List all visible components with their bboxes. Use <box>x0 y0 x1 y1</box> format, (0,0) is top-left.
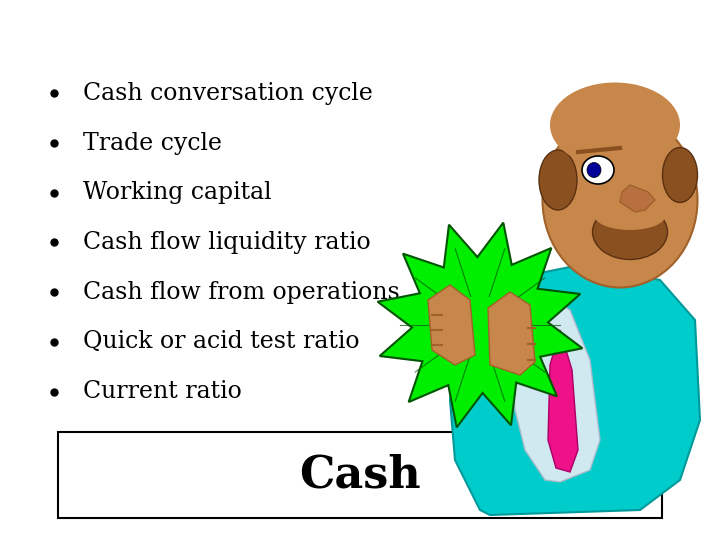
Polygon shape <box>450 265 700 515</box>
Text: Quick or acid test ratio: Quick or acid test ratio <box>83 330 359 353</box>
Text: Cash flow from operations: Cash flow from operations <box>83 281 400 303</box>
Ellipse shape <box>582 156 614 184</box>
Ellipse shape <box>662 147 698 202</box>
Polygon shape <box>428 285 475 365</box>
Bar <box>590 215 645 275</box>
Ellipse shape <box>539 150 577 210</box>
Ellipse shape <box>542 112 698 287</box>
Text: Current ratio: Current ratio <box>83 380 241 403</box>
Polygon shape <box>510 295 600 482</box>
Text: Cash conversation cycle: Cash conversation cycle <box>83 82 373 105</box>
Text: Working capital: Working capital <box>83 181 271 204</box>
Polygon shape <box>620 185 655 212</box>
Text: Cash flow liquidity ratio: Cash flow liquidity ratio <box>83 231 370 254</box>
Ellipse shape <box>594 200 666 230</box>
Polygon shape <box>488 292 535 375</box>
Polygon shape <box>450 295 510 395</box>
Ellipse shape <box>550 83 680 167</box>
Ellipse shape <box>593 205 667 260</box>
Ellipse shape <box>587 163 601 178</box>
Polygon shape <box>548 330 578 472</box>
Text: Trade cycle: Trade cycle <box>83 132 222 154</box>
Bar <box>58 432 662 518</box>
Text: Cash: Cash <box>300 454 420 497</box>
Polygon shape <box>377 222 582 427</box>
